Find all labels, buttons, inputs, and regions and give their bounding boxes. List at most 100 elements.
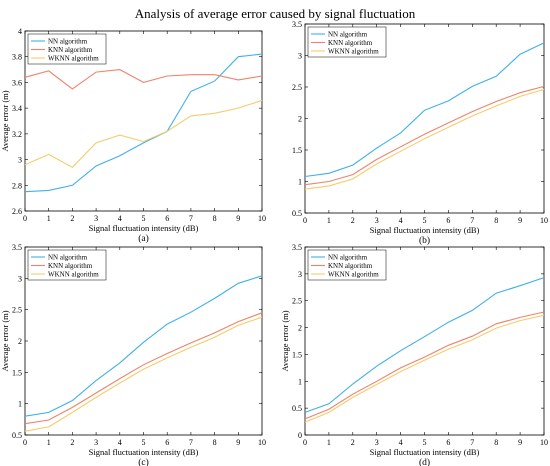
chart-c-y-axis-label: Average error (m) xyxy=(0,310,10,371)
chart-d-x-tick-label: 4 xyxy=(399,438,403,447)
chart-c-legend-label-1: NN algorithm xyxy=(48,254,88,262)
chart-c-y-tick-label: 3 xyxy=(18,274,22,283)
chart-d-legend-label-1: NN algorithm xyxy=(328,254,368,262)
chart-a-x-axis-label: Signal fluctuation intensity (dB) xyxy=(89,223,199,233)
chart-a-y-tick-label: 3.8 xyxy=(12,53,22,62)
chart-c-series-line-2 xyxy=(24,312,263,425)
chart-a-legend-label-2: KNN algorithm xyxy=(48,46,93,54)
chart-d-series-line-2 xyxy=(304,311,545,420)
chart-d-x-tick-label: 0 xyxy=(303,438,307,447)
chart-b-panel: 0 1 2 3 4 5 6 7 8 9 10 0.5 1 1.5 2 2.5 3 3.5 NN algorithmK… xyxy=(292,20,548,246)
chart-b-y-tick-label: 1 xyxy=(298,178,302,187)
chart-b-y-tick-label: 2.5 xyxy=(292,83,302,92)
chart-a-caption: (a) xyxy=(138,233,149,244)
chart-b-x-tick-label: 1 xyxy=(327,216,331,225)
chart-d-y-tick-label: 3.5 xyxy=(292,243,302,252)
chart-d-x-tick-label: 1 xyxy=(327,438,331,447)
chart-b-x-tick-label: 7 xyxy=(470,216,474,225)
chart-a-x-tick-label: 3 xyxy=(94,214,98,223)
chart-a-y-tick-label: 3 xyxy=(18,156,22,165)
chart-a-y-tick-label: 3.4 xyxy=(12,104,22,113)
chart-c-caption: (c) xyxy=(138,457,149,466)
chart-c-x-axis-label: Signal fluctuation intensity (dB) xyxy=(89,447,199,457)
chart-a-x-tick-label: 4 xyxy=(118,214,122,223)
chart-a-x-tick-label: 9 xyxy=(236,214,240,223)
chart-a-x-tick-label: 10 xyxy=(258,214,266,223)
chart-b-x-tick-label: 6 xyxy=(446,216,450,225)
chart-d-x-tick-label: 2 xyxy=(351,438,355,447)
chart-d-y-axis-label: Average error (m) xyxy=(280,310,290,371)
chart-c-x-tick-label: 1 xyxy=(47,438,51,447)
chart-d-y-tick-label: 0 xyxy=(298,431,302,440)
chart-b-y-tick-label: 1.5 xyxy=(292,146,302,155)
chart-d-y-tick-label: 1.5 xyxy=(292,350,302,359)
chart-b-x-tick-label: 2 xyxy=(351,216,355,225)
chart-b-x-tick-label: 3 xyxy=(375,216,379,225)
chart-c-y-tick-label: 1 xyxy=(18,400,22,409)
chart-c-y-tick-label: 0.5 xyxy=(12,431,22,440)
chart-d-y-tick-label: 0.5 xyxy=(292,404,302,413)
chart-b-legend-label-3: WKNN algorithm xyxy=(328,48,379,56)
chart-a-x-tick-label: 0 xyxy=(23,214,27,223)
chart-a-y-tick-label: 2.8 xyxy=(12,181,22,190)
chart-c-x-tick-label: 4 xyxy=(118,438,122,447)
chart-c-x-tick-label: 9 xyxy=(236,438,240,447)
chart-c-y-tick-label: 3.5 xyxy=(12,243,22,252)
chart-c-x-tick-label: 0 xyxy=(23,438,27,447)
chart-d-x-tick-label: 10 xyxy=(540,438,548,447)
chart-d-x-tick-label: 3 xyxy=(375,438,379,447)
chart-b-x-tick-label: 8 xyxy=(494,216,498,225)
chart-c-panel: 0 1 2 3 4 5 6 7 8 9 10 0.5 1 1.5 2 2.5 3 3.5 NN algorithmK… xyxy=(0,243,266,466)
chart-c-series-line-1 xyxy=(24,275,263,417)
chart-a-y-tick-label: 3.2 xyxy=(12,130,22,139)
chart-a-x-tick-label: 7 xyxy=(189,214,193,223)
chart-c-x-tick-label: 7 xyxy=(189,438,193,447)
chart-a-series-line-3 xyxy=(24,99,263,168)
chart-c-x-tick-label: 5 xyxy=(142,438,146,447)
chart-a-legend-label-3: WKNN algorithm xyxy=(48,55,99,63)
chart-b-x-axis-label: Signal fluctuation intensity (dB) xyxy=(370,225,480,235)
chart-d-caption: (d) xyxy=(419,457,430,466)
chart-b-legend-label-1: NN algorithm xyxy=(328,31,368,39)
chart-b-legend-label-2: KNN algorithm xyxy=(328,39,373,47)
chart-b-x-tick-label: 5 xyxy=(423,216,427,225)
chart-c-x-tick-label: 6 xyxy=(165,438,169,447)
chart-d-legend-label-3: WKNN algorithm xyxy=(328,271,379,279)
chart-c-y-tick-label: 2 xyxy=(18,337,22,346)
chart-b-y-tick-label: 3 xyxy=(298,52,302,61)
chart-b-x-tick-label: 9 xyxy=(518,216,522,225)
chart-d-y-tick-label: 3 xyxy=(298,270,302,279)
chart-c-series-line-3 xyxy=(24,316,263,432)
chart-b-series-line-3 xyxy=(304,88,545,190)
chart-a-y-tick-label: 3.6 xyxy=(12,78,22,87)
figure-title: Analysis of average error caused by sign… xyxy=(135,6,416,21)
chart-d-panel: 0 1 2 3 4 5 6 7 8 9 10 0 0.5 1 1.5 2 2.5 3 3.5 NN algorithm… xyxy=(280,243,548,466)
chart-d-legend-label-2: KNN algorithm xyxy=(328,262,373,270)
chart-a-x-tick-label: 1 xyxy=(47,214,51,223)
chart-b-y-tick-label: 0.5 xyxy=(292,209,302,218)
chart-b-series-line-2 xyxy=(304,85,545,186)
chart-d-x-tick-label: 5 xyxy=(423,438,427,447)
chart-a-series-line-2 xyxy=(24,69,263,90)
chart-a-panel: 0 1 2 3 4 5 6 7 8 9 10 2.6 2.8 3 3.2 3.4 3.6 3.8 4 NN algor… xyxy=(0,27,266,244)
chart-a-y-tick-label: 2.6 xyxy=(12,207,22,216)
chart-c-x-tick-label: 10 xyxy=(258,438,266,447)
chart-a-legend-label-1: NN algorithm xyxy=(48,38,88,46)
chart-d-series-line-1 xyxy=(304,277,545,413)
chart-c-x-tick-label: 3 xyxy=(94,438,98,447)
chart-b-x-tick-label: 10 xyxy=(540,216,548,225)
chart-a-x-tick-label: 6 xyxy=(165,214,169,223)
chart-b-y-tick-label: 2 xyxy=(298,115,302,124)
chart-a-series-line-1 xyxy=(24,53,263,193)
chart-d-y-tick-label: 2.5 xyxy=(292,297,302,306)
chart-d-y-tick-label: 2 xyxy=(298,324,302,333)
chart-d-y-tick-label: 1 xyxy=(298,377,302,386)
chart-c-y-tick-label: 2.5 xyxy=(12,306,22,315)
chart-a-x-tick-label: 5 xyxy=(142,214,146,223)
chart-d-x-tick-label: 6 xyxy=(446,438,450,447)
